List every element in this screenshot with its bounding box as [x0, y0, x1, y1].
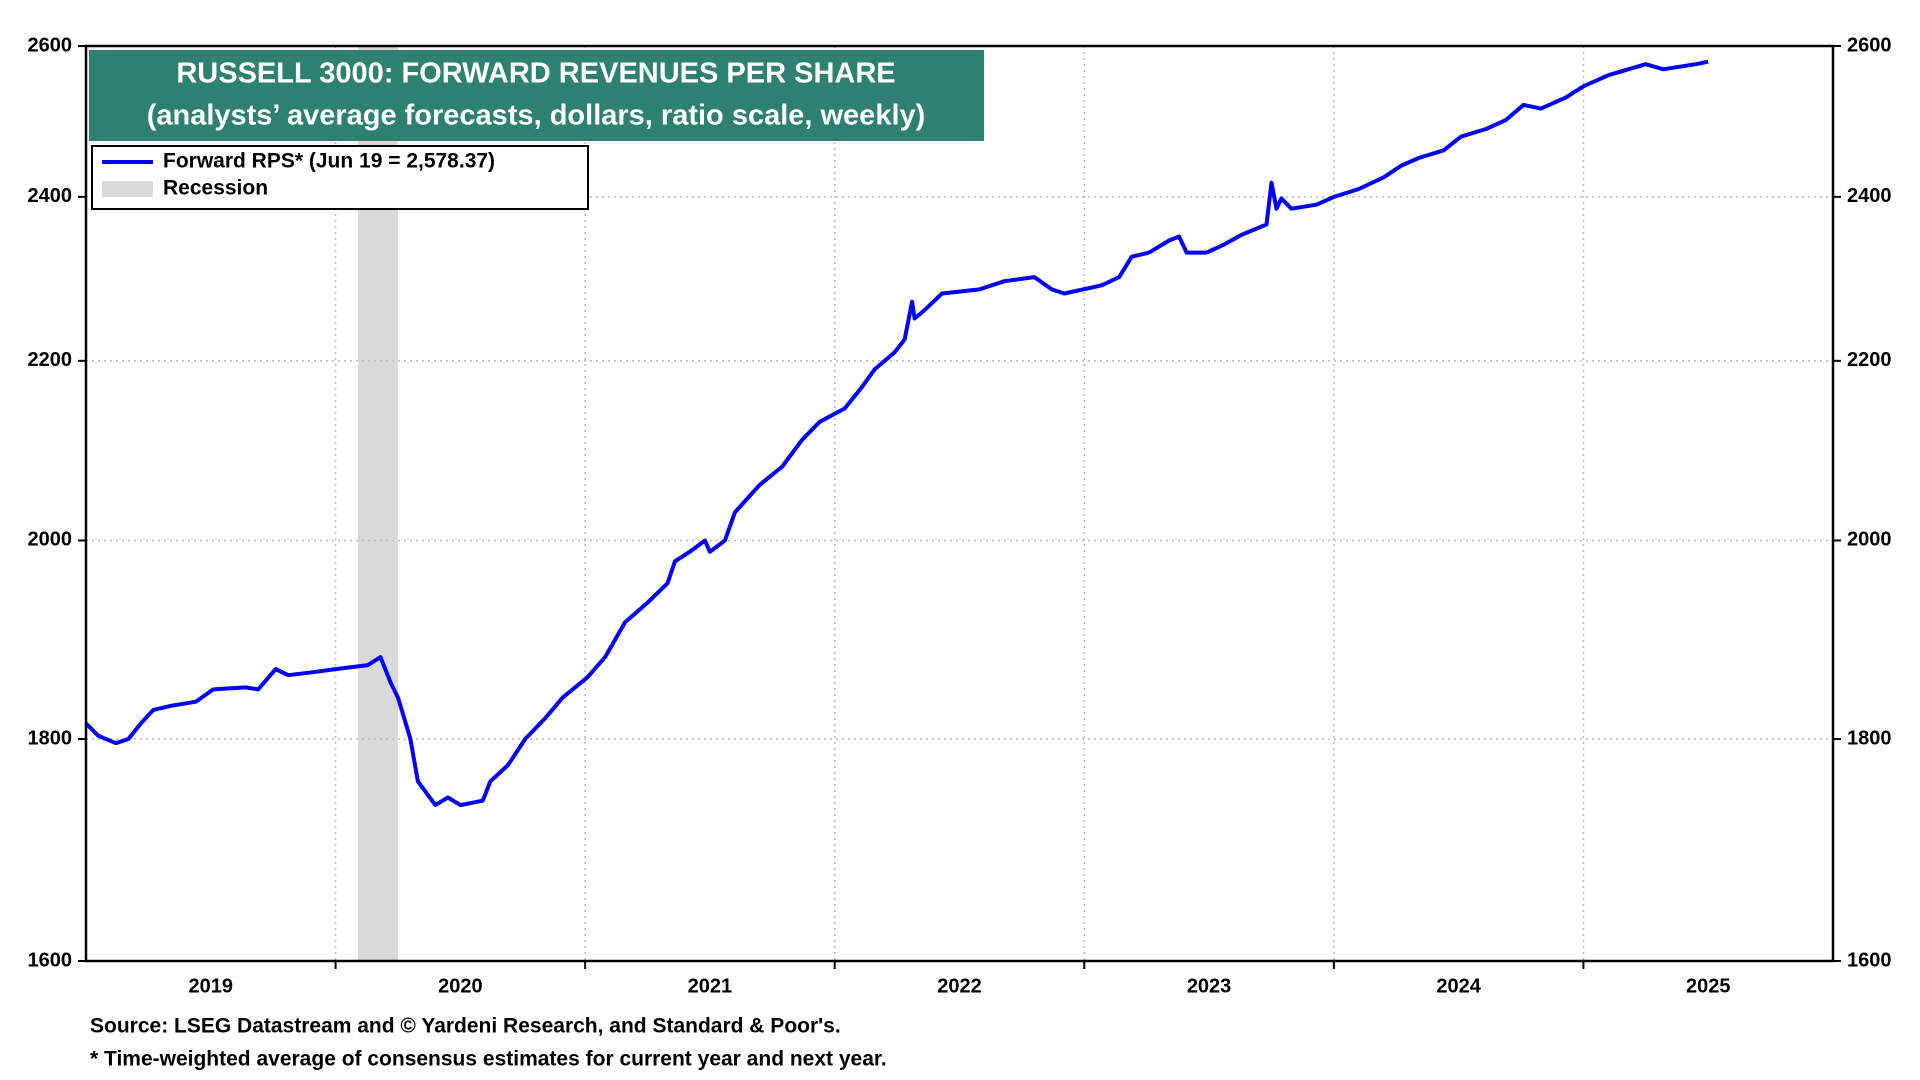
y-tick-label: 2400	[28, 185, 73, 207]
chart-subtitle: (analysts’ average forecasts, dollars, r…	[147, 100, 926, 132]
x-tick-label: 2025	[1686, 975, 1731, 997]
y2-tick-label: 2400	[1847, 185, 1892, 207]
title-box	[89, 50, 984, 141]
y2-tick-label: 2000	[1847, 529, 1892, 551]
legend-label: Recession	[163, 177, 268, 200]
legend-swatch	[102, 181, 153, 197]
y2-tick-label: 2200	[1847, 349, 1892, 371]
legend-box	[91, 145, 589, 210]
x-tick-label: 2019	[189, 975, 234, 997]
y-tick-label: 2200	[28, 349, 73, 371]
x-tick-label: 2023	[1187, 975, 1232, 997]
legend-label: Forward RPS* (Jun 19 = 2,578.37)	[163, 150, 495, 173]
y-tick-label: 1600	[28, 949, 73, 971]
footnote: * Time-weighted average of consensus est…	[90, 1048, 887, 1071]
y2-tick-label: 2600	[1847, 34, 1892, 56]
y-tick-label: 2000	[28, 529, 73, 551]
x-tick-label: 2022	[937, 975, 982, 997]
y-tick-label: 2600	[28, 34, 73, 56]
plot-frame	[84, 44, 1835, 963]
series-line	[84, 59, 1709, 808]
x-tick-label: 2021	[688, 975, 733, 997]
footnote: Source: LSEG Datastream and © Yardeni Re…	[90, 1015, 841, 1038]
y-tick-label: 1800	[28, 727, 73, 749]
y2-tick-label: 1800	[1847, 727, 1892, 749]
y2-tick-label: 1600	[1847, 949, 1892, 971]
x-tick-label: 2024	[1436, 975, 1481, 997]
x-tick-label: 2020	[438, 975, 483, 997]
chart-title: RUSSELL 3000: FORWARD REVENUES PER SHARE	[176, 58, 895, 90]
